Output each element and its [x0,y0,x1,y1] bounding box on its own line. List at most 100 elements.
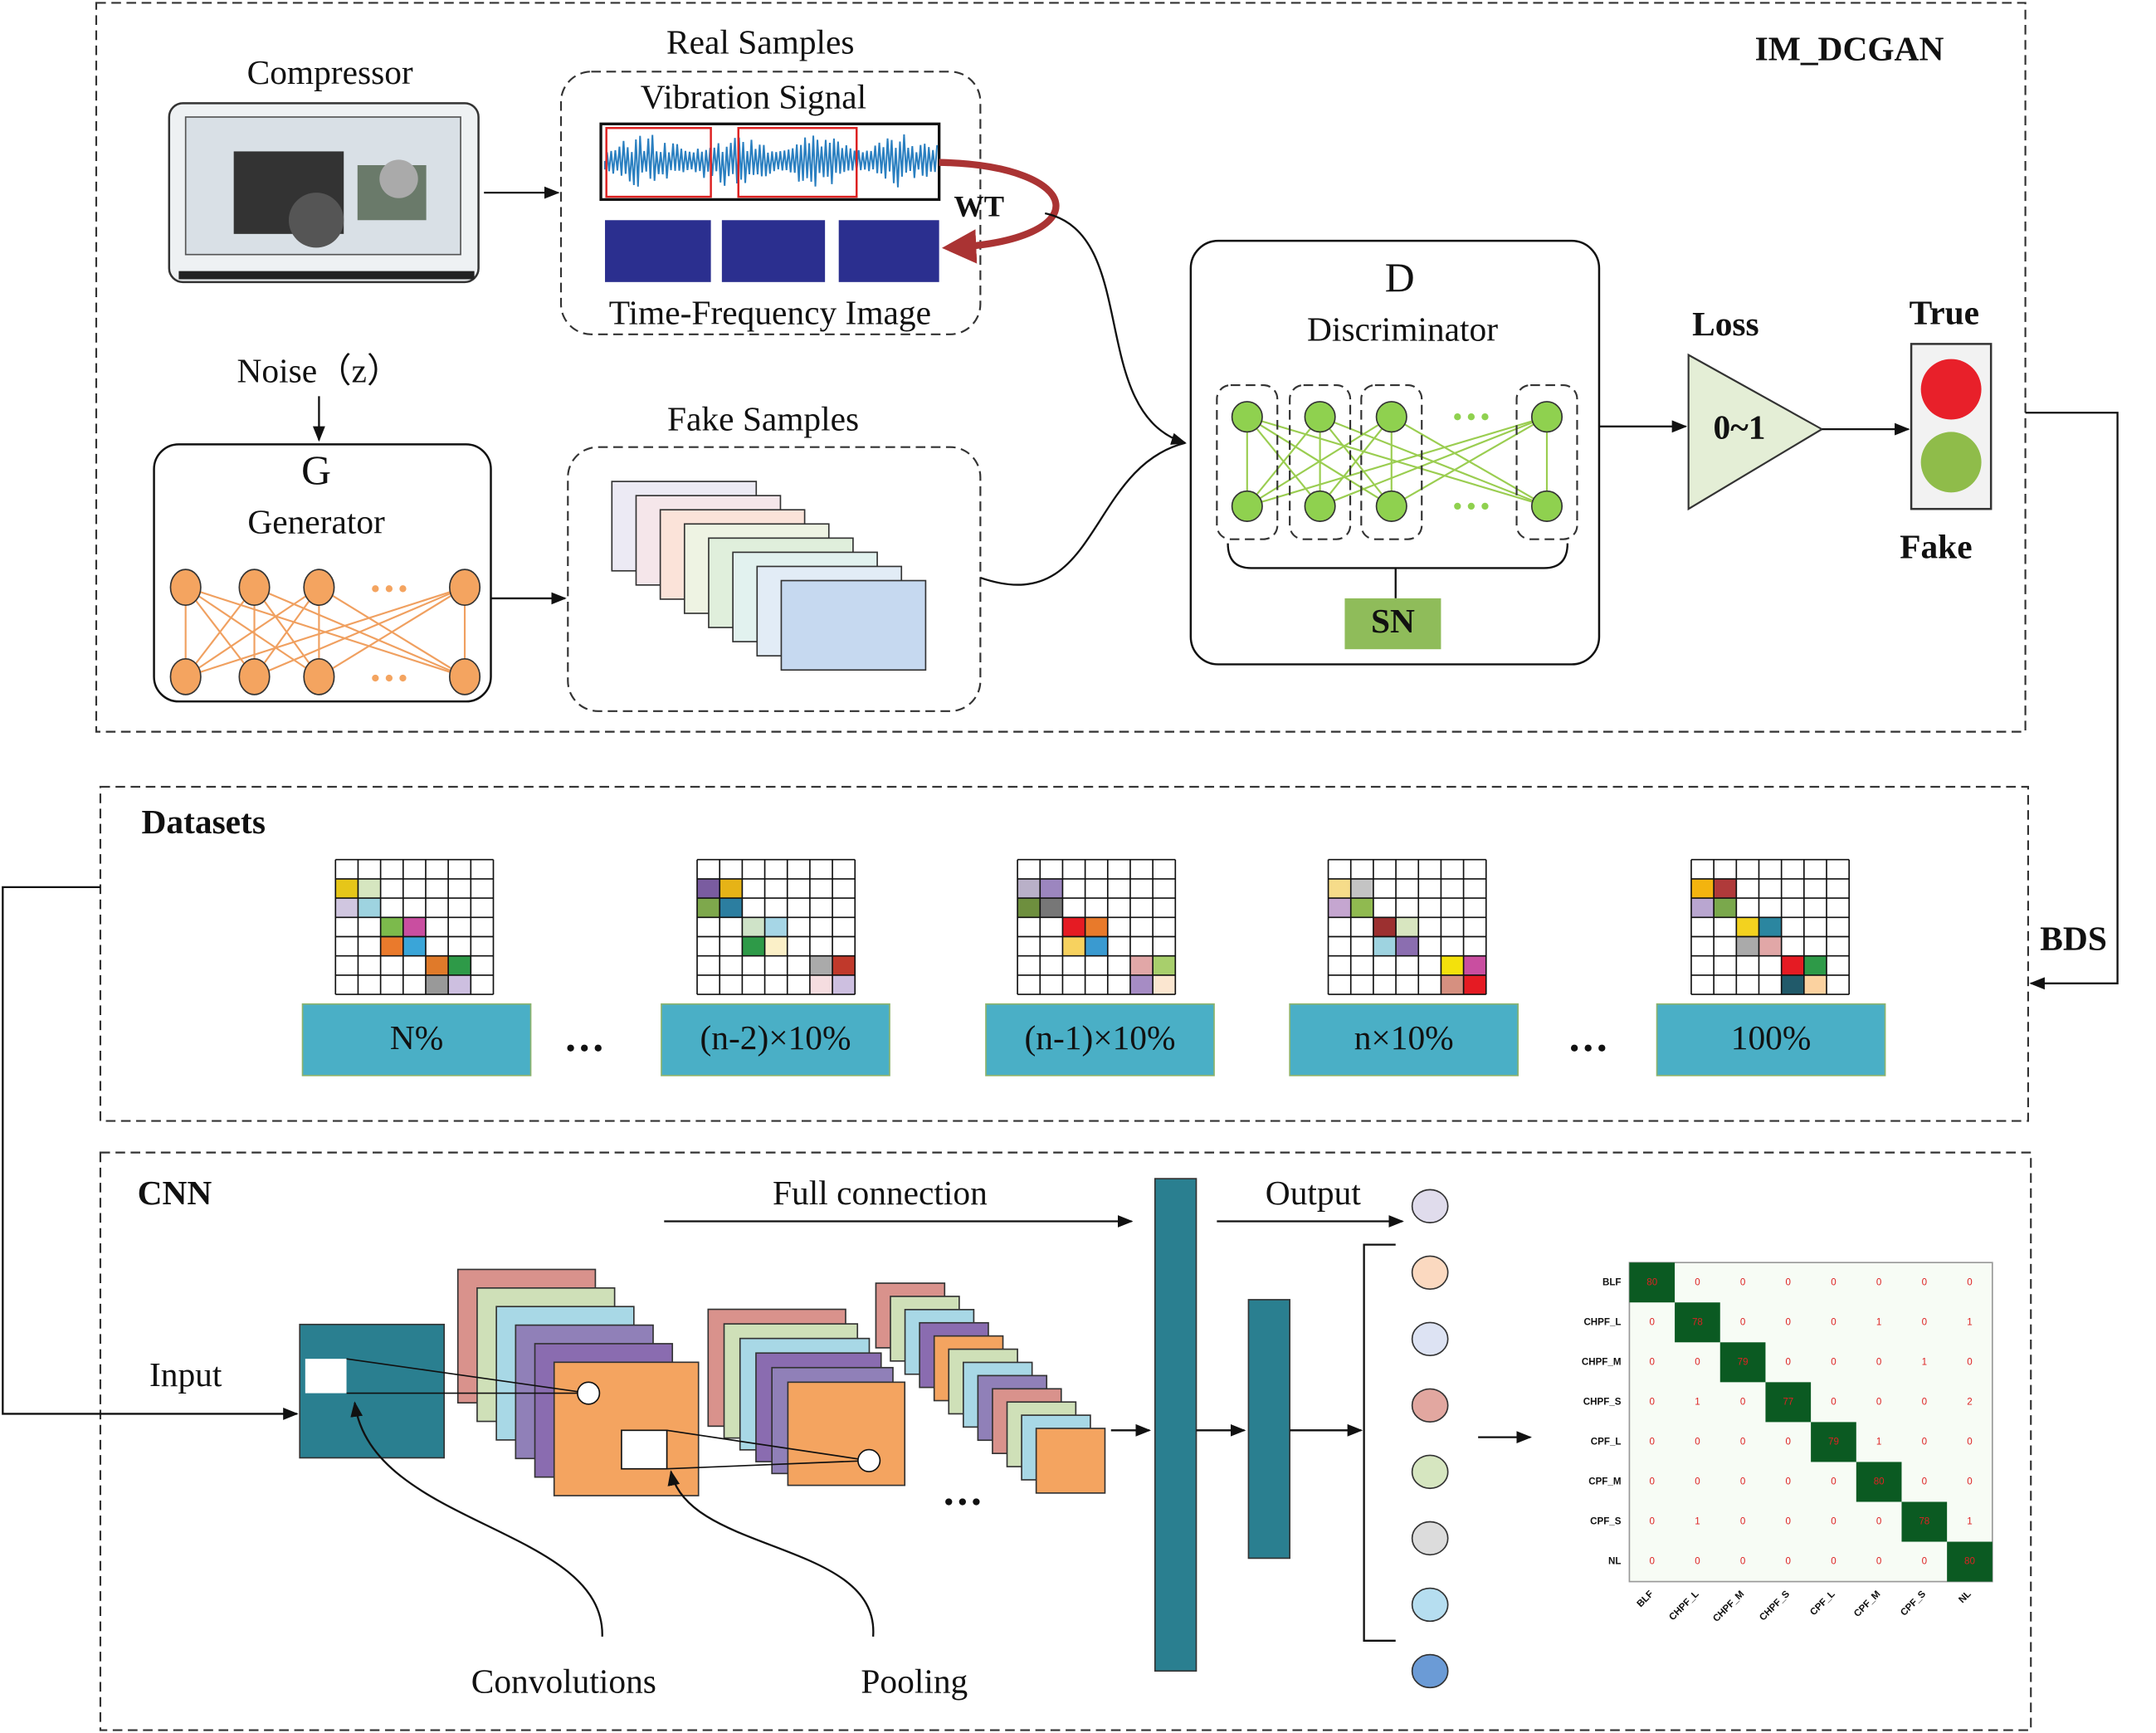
cm-value: 0 [1740,1317,1745,1327]
cm-value: 78 [1919,1517,1929,1527]
cm-value: 0 [1786,1437,1791,1447]
node [450,659,480,695]
cell [1130,975,1153,994]
cell [1691,879,1714,898]
cell [1153,975,1175,994]
cm-col-label: CHPF_L [1667,1589,1700,1623]
cm-value: 0 [1876,1517,1881,1527]
cell [1085,917,1108,936]
cell [719,898,742,917]
cm-value: 0 [1650,1317,1655,1327]
cm-value: 80 [1874,1477,1885,1487]
output-node [1412,1189,1448,1223]
cell [1085,937,1108,956]
cm-value: 0 [1695,1477,1700,1487]
label: 0~1 [1713,408,1765,446]
ellipsis-dot [1598,1045,1605,1052]
label: Noise（z） [237,351,401,389]
label: Real Samples [666,22,855,61]
layout: N% (n-2)×10% (n-1)×10% n×10% 100% 80 0 0 0 0 0 0 00… [2,2,2117,1730]
dataset-label: (n-2)×10% [700,1018,851,1057]
small-map [1037,1428,1105,1493]
cell [1040,898,1062,917]
ellipsis-dot [581,1045,588,1052]
cell [810,956,832,975]
cm-value: 0 [1831,1517,1836,1527]
ellipsis-dot [372,675,378,681]
cm-value: 0 [1831,1277,1836,1287]
ellipsis-dot [1481,413,1488,420]
cm-value: 0 [1922,1557,1927,1567]
output-node [1412,1522,1448,1555]
cm-value: 0 [1831,1397,1836,1407]
ellipsis-dot [1571,1045,1578,1052]
cm-value: 0 [1967,1477,1972,1487]
output-node [1412,1256,1448,1289]
fake-stack [612,481,925,670]
node [450,569,480,605]
cell [1040,879,1062,898]
cm-value: 0 [1740,1397,1745,1407]
dataset-label: N% [390,1018,443,1057]
cm-value: 0 [1650,1397,1655,1407]
node [1377,402,1407,432]
cm-value: 0 [1831,1317,1836,1327]
cm-row-label: CPF_L [1591,1437,1622,1447]
cm-value: 0 [1740,1477,1745,1487]
cm-value: 1 [1922,1357,1927,1367]
output-node [1412,1455,1448,1488]
arrow [671,1472,874,1637]
cm-value: 1 [1695,1517,1700,1527]
cell [358,879,380,898]
label: Compressor [247,53,413,91]
cm-value: 0 [1650,1517,1655,1527]
ellipsis-dot [1481,503,1488,510]
cm-value: 0 [1876,1557,1881,1567]
cm-value: 1 [1967,1517,1972,1527]
cm-value: 80 [1964,1557,1975,1567]
cell [1396,937,1418,956]
cm-value: 0 [1650,1437,1655,1447]
proj-dot [858,1450,880,1472]
cell [1062,937,1085,956]
cm-value: 0 [1695,1437,1700,1447]
spectrogram [839,220,939,282]
conv-map [554,1362,699,1496]
cm-value: 2 [1967,1397,1972,1407]
cm-value: 0 [1922,1477,1927,1487]
confusion-matrix: 80 0 0 0 0 0 0 00 78 0 0 0 1 0 10 0 79 0 0 0 1 00 1 0 77 0 0 0 20 0 0 0… [1582,1262,1993,1624]
cell [358,898,380,917]
label: Generator [247,503,385,541]
section-title: Datasets [141,803,266,841]
cm-value: 0 [1740,1277,1745,1287]
cell [1017,879,1040,898]
label: Vibration Signal [641,78,866,116]
cm-value: 0 [1650,1357,1655,1367]
ellipsis-dot [567,1045,573,1052]
cm-value: 0 [1831,1357,1836,1367]
cm-col-label: CPF_S [1899,1589,1928,1618]
cm-value: 79 [1738,1357,1749,1367]
cell [765,937,788,956]
cm-value: 0 [1695,1357,1700,1367]
arrow [2026,413,2118,984]
label: SN [1371,602,1415,640]
cell [335,879,358,898]
cm-value: 0 [1967,1437,1972,1447]
label: Input [149,1355,222,1394]
cm-row-label: CHPF_L [1583,1317,1621,1327]
cm-row-label: NL [1608,1557,1621,1567]
cm-row-label: CPF_M [1588,1477,1621,1487]
label: G [301,447,331,493]
output-node [1412,1655,1448,1688]
cell [742,917,764,936]
node [1232,402,1262,432]
ellipsis-dot [399,585,406,592]
cm-value: 79 [1828,1437,1839,1447]
cell [810,975,832,994]
cell [1130,956,1153,975]
node [1305,402,1334,432]
cm-value: 1 [1876,1437,1881,1447]
dataset-matrices: N% (n-2)×10% (n-1)×10% n×10% 100% [303,860,1885,1076]
spectrogram [722,220,825,282]
